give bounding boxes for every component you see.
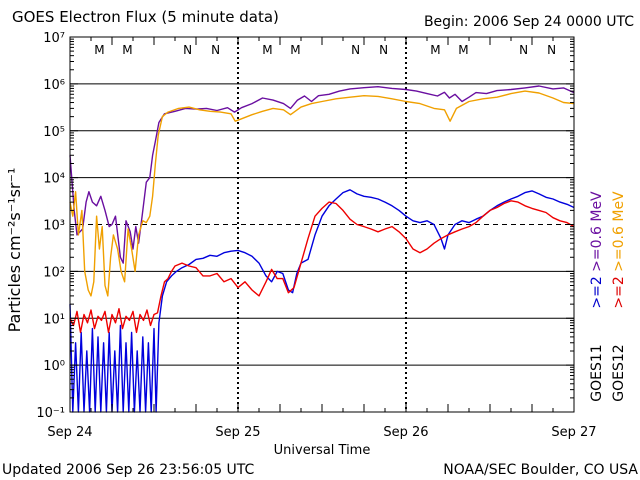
y-tick-label: 10⁶ — [43, 78, 65, 93]
marker-n: N — [519, 43, 528, 57]
y-tick-label: 10⁴ — [43, 172, 65, 187]
marker-n: N — [379, 43, 388, 57]
legend-satellite-0: GOES11 — [589, 344, 605, 401]
marker-n: N — [547, 43, 556, 57]
y-axis-label: Particles cm⁻²s⁻¹sr⁻¹ — [5, 168, 24, 333]
x-tick-label: Sep 25 — [215, 425, 260, 440]
legend-energy-1: >=2 >=0.6 MeV — [611, 191, 627, 309]
series-line-2 — [69, 189, 575, 413]
x-axis-label: Universal Time — [274, 443, 371, 458]
legend-2mev: >=2 — [589, 272, 605, 309]
credit: NOAA/SEC Boulder, CO USA — [443, 462, 638, 478]
x-axis: Sep 24 Sep 25 Sep 26 Sep 27 — [47, 37, 597, 440]
marker-n: N — [183, 43, 192, 57]
marker-m: M — [94, 43, 104, 57]
grid — [70, 37, 574, 412]
series-line-3 — [69, 200, 575, 334]
x-tick-label: Sep 24 — [47, 425, 92, 440]
marker-m: M — [430, 43, 440, 57]
legend-06mev: >=0.6 MeV — [589, 191, 605, 272]
series-line-1 — [69, 90, 575, 297]
begin-time: Begin: 2006 Sep 24 0000 UTC — [424, 14, 634, 30]
chart-title: GOES Electron Flux (5 minute data) — [12, 8, 279, 26]
series-line-0 — [69, 85, 575, 264]
y-axis: 10⁻¹ 10⁰ 10¹ 10² 10³ 10⁴ 10⁵ 10⁶ 10⁷ — [36, 31, 574, 421]
y-tick-label: 10¹ — [43, 312, 65, 327]
legend-energy-0: >=2 >=0.6 MeV — [589, 191, 605, 309]
x-tick-label: Sep 27 — [551, 425, 596, 440]
x-tick-label: Sep 26 — [383, 425, 428, 440]
marker-m: M — [290, 43, 300, 57]
updated-time: Updated 2006 Sep 26 23:56:05 UTC — [2, 462, 255, 478]
right-legend: >=2 >=0.6 MeV GOES11 >=2 >=0.6 MeV GOES12 — [589, 191, 627, 402]
marker-m: M — [262, 43, 272, 57]
legend-2mev: >=2 — [611, 272, 627, 309]
legend-06mev: >=0.6 MeV — [611, 191, 627, 272]
marker-n: N — [351, 43, 360, 57]
y-tick-label: 10³ — [43, 219, 65, 234]
y-tick-label: 10⁰ — [43, 359, 65, 374]
legend-satellite-1: GOES12 — [611, 344, 627, 401]
y-tick-label: 10⁻¹ — [36, 406, 65, 421]
series-lines — [69, 85, 575, 413]
y-tick-label: 10⁵ — [43, 125, 65, 140]
y-tick-label: 10² — [43, 265, 65, 280]
marker-m: M — [458, 43, 468, 57]
marker-n: N — [211, 43, 220, 57]
marker-m: M — [122, 43, 132, 57]
y-tick-label: 10⁷ — [43, 31, 65, 46]
